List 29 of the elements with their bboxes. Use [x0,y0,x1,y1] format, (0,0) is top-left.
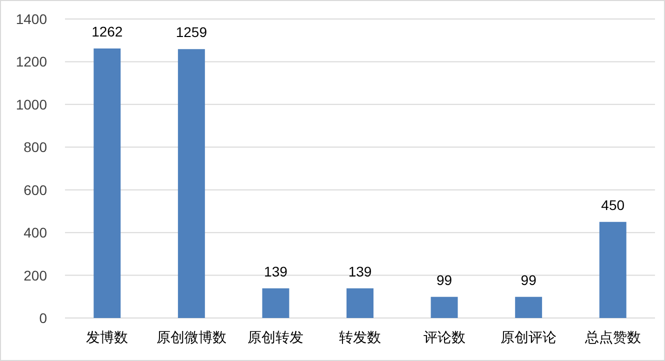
x-tick-label: 原创评论 [500,329,557,345]
data-label: 139 [264,263,288,280]
bar [262,288,290,318]
data-label: 1259 [176,24,208,40]
x-tick-label: 原创微博数 [156,329,226,345]
x-tick-label: 原创转发 [248,329,304,345]
y-tick-label: 600 [24,182,48,198]
x-tick-label: 发博数 [86,329,128,345]
data-label: 1262 [92,23,123,40]
y-tick-label: 200 [24,267,48,284]
data-label: 99 [520,272,537,288]
y-tick-label: 0 [39,310,48,326]
data-label: 450 [601,196,625,213]
bar [599,222,626,318]
data-label: 99 [436,272,452,288]
y-tick-label: 1000 [16,96,48,112]
y-tick-label: 1200 [16,54,48,70]
x-tick-label: 转发数 [339,329,381,345]
y-tick-label: 1400 [16,11,48,27]
data-label: 139 [348,263,372,280]
bar [94,48,121,318]
bar [178,49,205,318]
bar [430,296,458,318]
bar [346,288,374,318]
x-tick-label: 评论数 [423,329,466,345]
x-tick-label: 总点赞数 [584,329,641,345]
bar [515,296,542,318]
y-tick-label: 400 [24,224,48,241]
y-tick-label: 800 [24,139,48,156]
